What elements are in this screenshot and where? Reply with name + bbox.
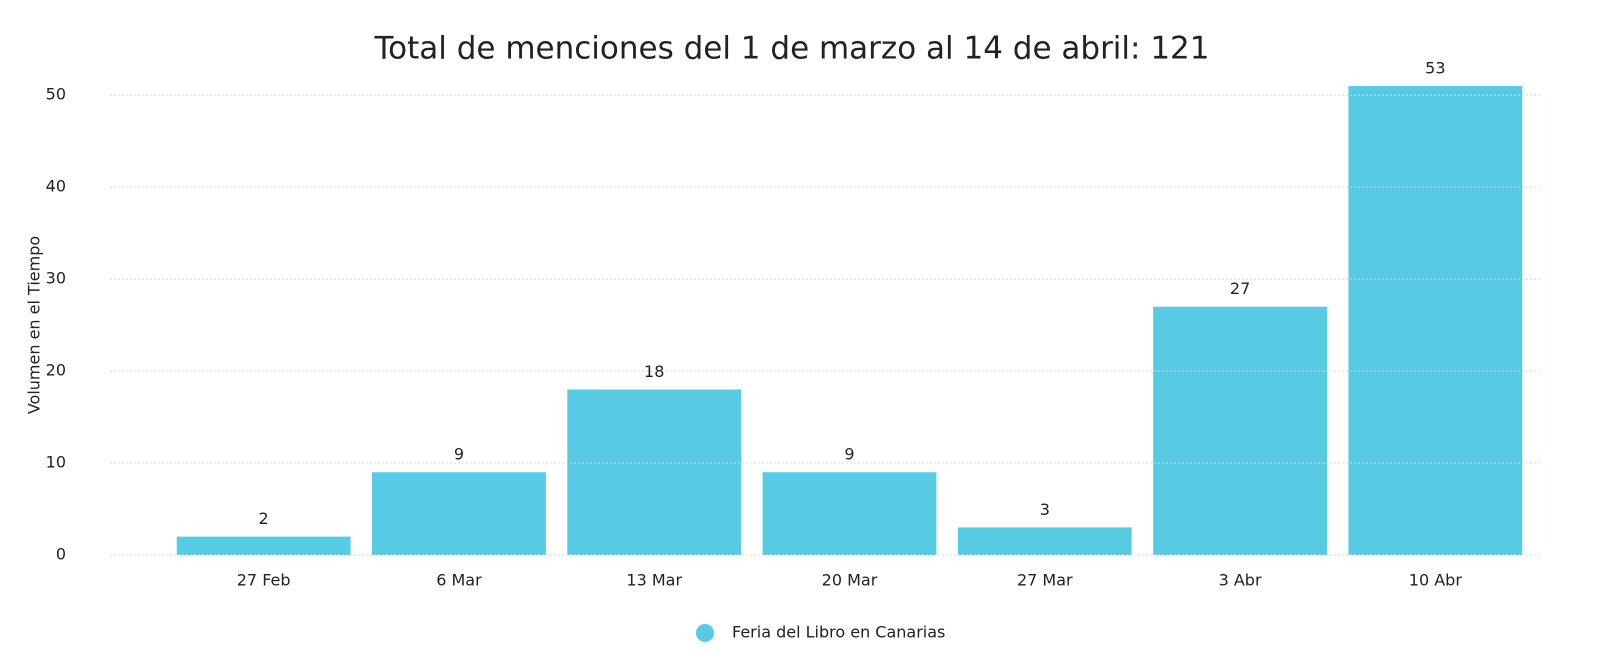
bar xyxy=(1153,306,1327,555)
bar xyxy=(957,527,1132,555)
y-tick-label: 20 xyxy=(46,361,66,380)
data-label: 3 xyxy=(1040,500,1050,519)
y-tick-label: 40 xyxy=(46,177,66,196)
plot-area xyxy=(176,86,1523,555)
chart-title: Total de menciones del 1 de marzo al 14 … xyxy=(373,31,1209,67)
legend-marker xyxy=(696,624,714,642)
y-tick-label: 10 xyxy=(46,453,66,472)
data-label: 9 xyxy=(454,445,464,464)
x-tick-label: 20 Mar xyxy=(822,571,878,590)
bar xyxy=(372,472,546,555)
y-axis-label: Volumen en el Tiempo xyxy=(25,236,44,414)
legend-label: Feria del Libro en Canarias xyxy=(732,623,945,642)
x-tick-label: 27 Mar xyxy=(1017,571,1073,590)
data-label: 9 xyxy=(844,445,854,464)
x-tick-label: 27 Feb xyxy=(237,571,291,590)
bar xyxy=(567,389,742,555)
y-tick-label: 0 xyxy=(56,545,66,564)
bar xyxy=(176,536,351,555)
bar xyxy=(762,472,937,555)
x-tick-label: 10 Abr xyxy=(1409,571,1463,590)
x-tick-label: 13 Mar xyxy=(626,571,682,590)
x-tick-label: 6 Mar xyxy=(436,571,482,590)
x-tick-label: 3 Abr xyxy=(1219,571,1262,590)
bar xyxy=(1348,86,1523,555)
y-tick-label: 30 xyxy=(46,269,66,288)
data-label: 2 xyxy=(259,509,269,528)
data-label: 27 xyxy=(1230,279,1250,298)
y-tick-label: 50 xyxy=(46,85,66,104)
data-label: 53 xyxy=(1425,59,1445,78)
data-label: 18 xyxy=(644,362,664,381)
